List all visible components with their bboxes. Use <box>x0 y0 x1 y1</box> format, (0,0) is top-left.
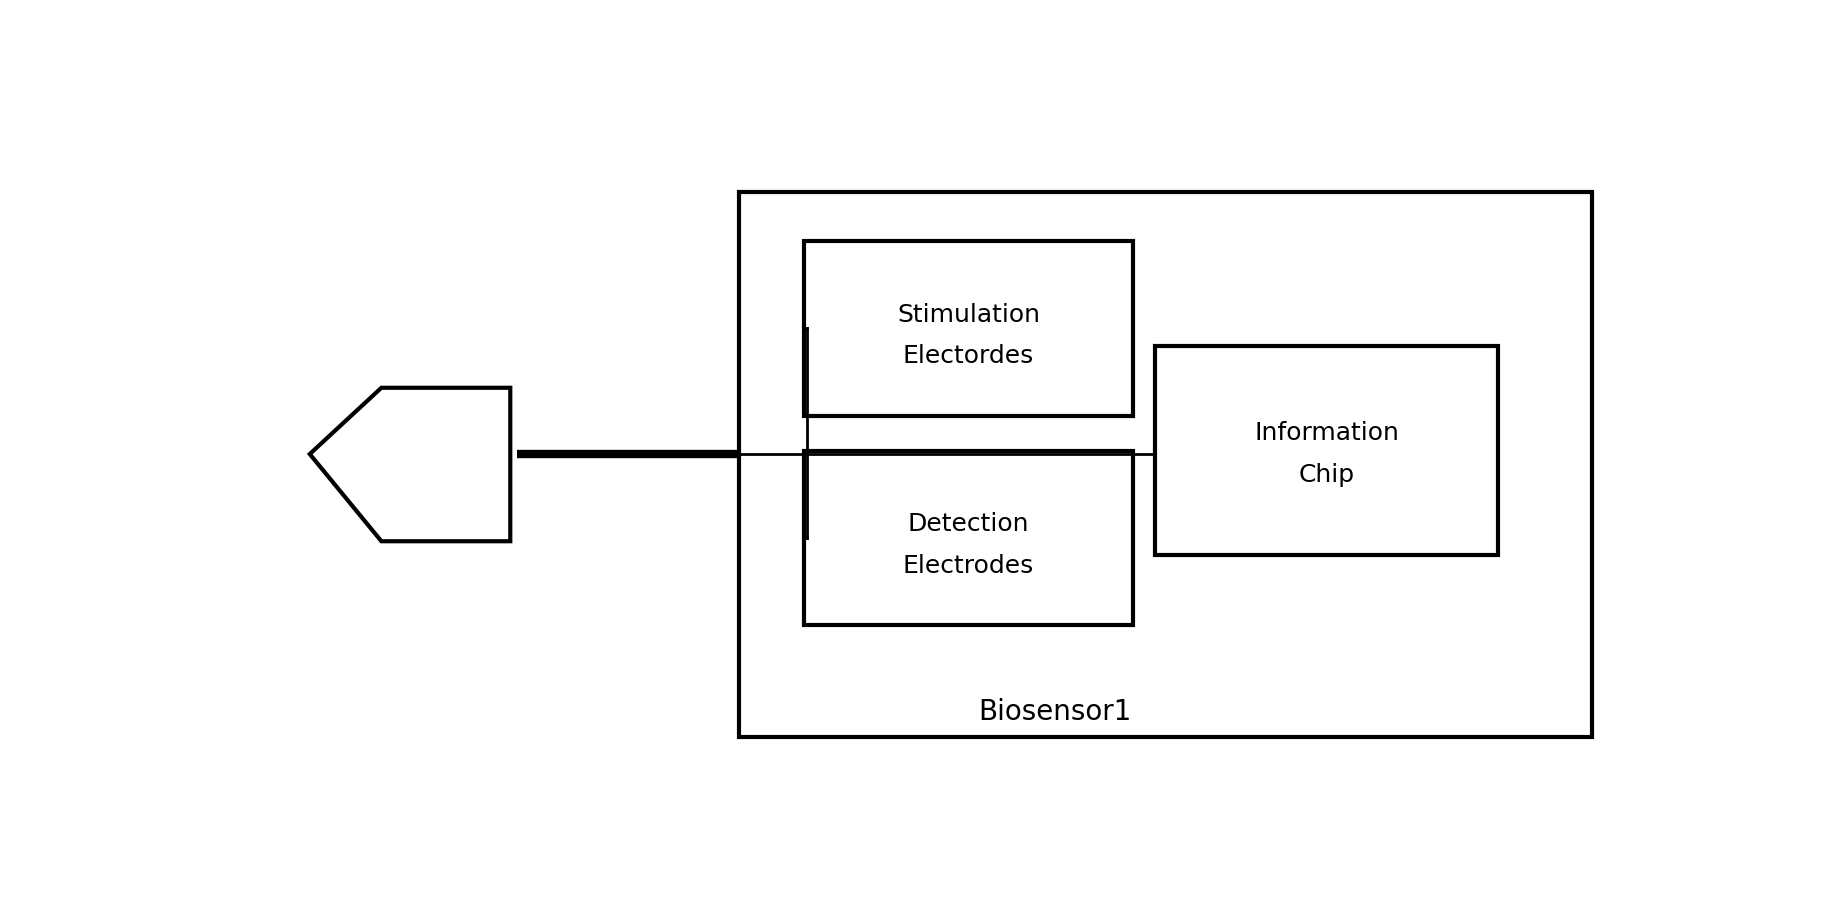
Text: Detection: Detection <box>907 512 1029 535</box>
Text: Chip: Chip <box>1299 463 1355 487</box>
Bar <box>1155 346 1499 555</box>
Bar <box>804 241 1133 416</box>
Text: Ca: Ca <box>436 516 469 539</box>
Text: Electrodes: Electrodes <box>904 554 1035 578</box>
Text: Stimulation: Stimulation <box>896 303 1040 326</box>
Text: Information: Information <box>1255 421 1399 445</box>
Bar <box>739 192 1591 737</box>
Polygon shape <box>310 388 510 541</box>
Text: Electordes: Electordes <box>904 344 1035 369</box>
Text: Biosensor1: Biosensor1 <box>978 699 1131 726</box>
Bar <box>804 450 1133 625</box>
